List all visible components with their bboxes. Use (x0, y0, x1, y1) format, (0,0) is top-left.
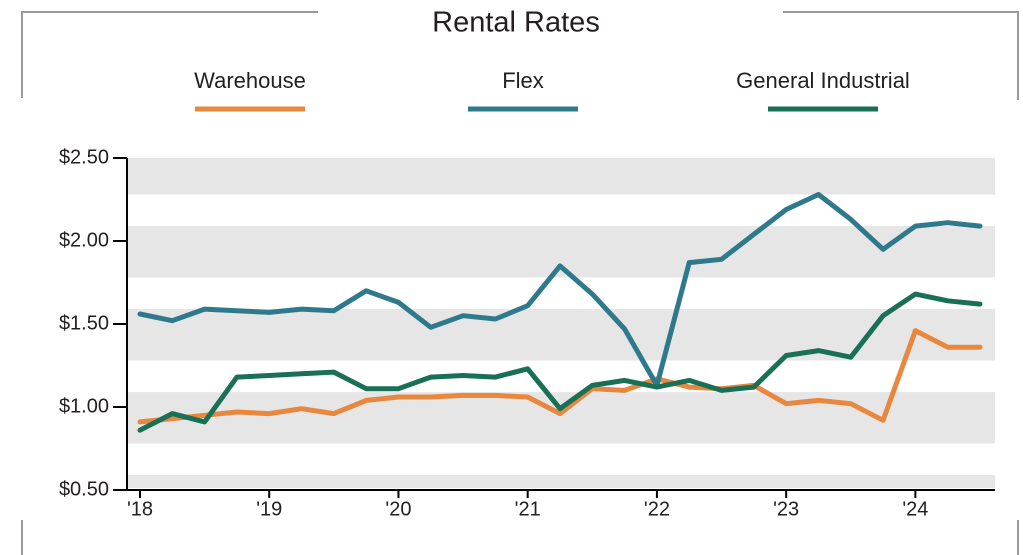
y-tick-label: $2.50 (59, 146, 109, 168)
x-tick-label: '21 (515, 498, 541, 520)
legend-label: Flex (502, 68, 544, 93)
grid-band (127, 392, 995, 444)
y-tick-label: $0.50 (59, 478, 109, 500)
series-line (137, 291, 983, 433)
frame (21, 11, 318, 98)
y-tick-label: $1.00 (59, 395, 109, 417)
frame (783, 11, 1019, 100)
x-tick-label: '24 (902, 498, 928, 520)
grid-band (127, 475, 995, 488)
series-line (137, 328, 983, 425)
grid-band (127, 309, 995, 361)
y-tick-label: $2.00 (59, 229, 109, 251)
chart-title: Rental Rates (432, 7, 600, 39)
x-tick-label: '23 (773, 498, 799, 520)
series-line (137, 192, 983, 388)
y-tick-label: $1.50 (59, 312, 109, 334)
x-tick-label: '20 (385, 498, 411, 520)
legend-label: General Industrial (736, 68, 910, 93)
x-tick-label: '18 (127, 498, 153, 520)
x-tick-label: '22 (644, 498, 670, 520)
grid-band (127, 158, 995, 195)
x-tick-label: '19 (256, 498, 282, 520)
legend-label: Warehouse (194, 68, 306, 93)
